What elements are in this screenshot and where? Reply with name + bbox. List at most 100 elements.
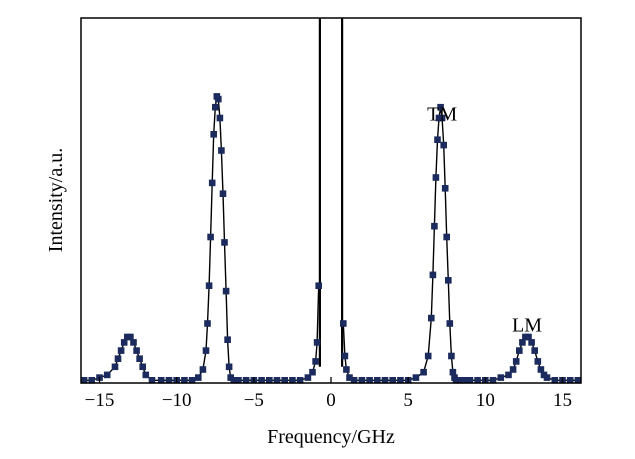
data-point [389, 377, 396, 384]
data-point [315, 282, 322, 289]
data-point [148, 377, 156, 384]
data-point [222, 287, 230, 295]
data-point [273, 377, 281, 384]
data-point [114, 355, 122, 362]
data-point [443, 233, 450, 241]
data-point [440, 141, 447, 149]
data-point [103, 371, 111, 379]
data-point [258, 377, 265, 384]
data-point [195, 374, 202, 381]
data-point [358, 377, 366, 384]
annotation-tm: TM [427, 104, 457, 126]
x-tick-label: 5 [403, 390, 413, 411]
x-tick-label: 15 [553, 390, 572, 411]
data-point [424, 352, 432, 360]
data-point [512, 358, 520, 365]
data-point [130, 339, 137, 346]
data-point [133, 347, 140, 354]
data-point [235, 377, 242, 384]
data-point [574, 377, 582, 384]
data-point [204, 320, 211, 327]
data-point [309, 368, 316, 376]
data-point [117, 347, 125, 354]
data-point [489, 377, 497, 384]
data-point [208, 179, 216, 187]
data-point [165, 377, 173, 384]
annotation-lm: LM [512, 315, 542, 337]
data-point [296, 377, 304, 384]
data-point [111, 363, 119, 371]
plot-frame [80, 17, 582, 384]
data-point [531, 347, 538, 354]
data-points-group [80, 93, 582, 384]
data-point [215, 95, 222, 103]
data-point [428, 314, 435, 322]
data-point [343, 366, 350, 373]
annotations-group: TM LM [427, 104, 542, 337]
data-point [242, 377, 250, 384]
data-point [340, 320, 347, 327]
data-point [505, 371, 512, 379]
data-point [205, 282, 213, 289]
data-point [516, 347, 523, 354]
data-point [181, 377, 188, 384]
data-point [188, 377, 196, 384]
x-tick-label: −10 [162, 390, 192, 411]
x-tick-label: −5 [244, 390, 264, 411]
data-point [142, 371, 150, 379]
data-point [434, 136, 441, 143]
y-axis-label: Intensity/a.u. [45, 148, 67, 252]
data-point [218, 147, 225, 154]
data-point [466, 377, 474, 384]
data-point [551, 377, 559, 384]
data-point [139, 363, 146, 371]
data-point [432, 174, 440, 181]
spectrum-line-group [84, 18, 578, 381]
x-tick-label: 0 [326, 390, 336, 411]
data-point [519, 339, 526, 346]
data-point [230, 377, 238, 384]
data-point [455, 377, 463, 384]
data-point [127, 333, 134, 341]
data-point [509, 366, 517, 373]
data-point [304, 374, 312, 381]
spectrum-line-positive [342, 107, 578, 381]
data-point [216, 114, 224, 122]
data-point [221, 239, 228, 246]
spectrum-line-negative [84, 94, 320, 381]
data-point [366, 377, 373, 384]
data-point [313, 339, 321, 346]
data-point [199, 366, 207, 373]
data-point [266, 377, 273, 384]
data-point [525, 333, 532, 341]
data-point [157, 377, 165, 384]
data-point [312, 358, 319, 365]
data-point [412, 374, 420, 381]
data-point [224, 336, 231, 343]
data-point [397, 377, 404, 384]
data-point [445, 277, 452, 284]
data-point [374, 377, 381, 384]
x-tick-label: 10 [476, 390, 495, 411]
data-point [202, 347, 210, 354]
data-point [341, 352, 349, 360]
data-point [420, 368, 427, 376]
data-point [437, 103, 444, 111]
data-point [566, 377, 574, 384]
data-point [448, 352, 455, 360]
data-point [431, 222, 438, 230]
data-point [537, 366, 545, 373]
data-point [429, 271, 437, 279]
data-point [136, 355, 143, 362]
data-point [460, 377, 467, 384]
data-point [207, 233, 214, 241]
data-point [543, 374, 551, 381]
data-point [88, 377, 96, 384]
data-point [210, 131, 217, 138]
data-point [497, 374, 505, 381]
data-point [534, 358, 542, 365]
data-point [381, 377, 389, 384]
x-tick-label: −15 [85, 390, 115, 411]
data-point [441, 185, 449, 192]
